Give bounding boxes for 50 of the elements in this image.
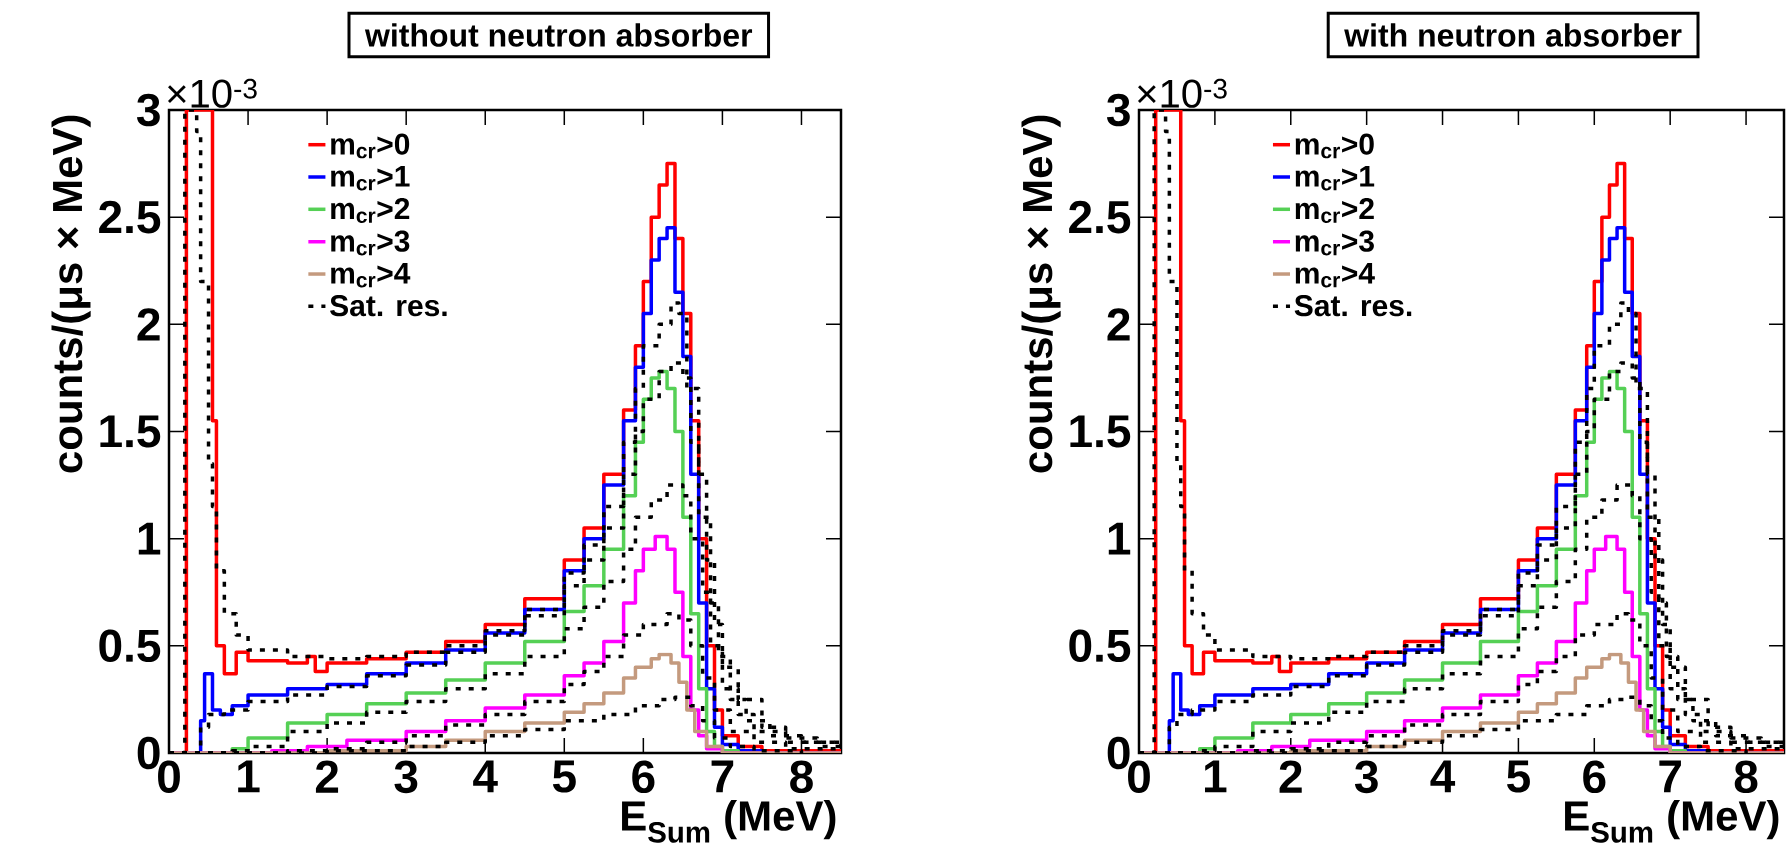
chart-title: with neutron absorber xyxy=(1344,23,1682,47)
y-axis-title: counts/(μs × MeV) xyxy=(51,115,91,473)
x-tick-label: 4 xyxy=(1430,760,1456,793)
x-tick-label: 1 xyxy=(1205,760,1227,793)
x-tick-label: 2 xyxy=(1279,760,1302,793)
legend-label: m$_{cr}$>0 xyxy=(331,133,410,159)
x-tick-label: 2 xyxy=(315,760,339,793)
x-tick-label: 5 xyxy=(552,760,576,793)
legend-label: m$_{cr}$>2 xyxy=(1295,198,1374,223)
legend-label: m$_{cr}$>4 xyxy=(1295,262,1375,288)
x-tick-label: 7 xyxy=(1659,760,1681,793)
y-tick-label: 0.5 xyxy=(1069,629,1131,663)
y-tick-label: 1.5 xyxy=(100,415,161,448)
legend-label: m$_{cr}$>2 xyxy=(331,198,410,223)
chart-title: without neutron absorber xyxy=(364,23,753,47)
x-tick-label: 6 xyxy=(632,760,655,794)
y-tick-label: 2 xyxy=(137,308,160,341)
y-axis-title: counts/(μs × MeV) xyxy=(1021,115,1061,473)
y-tick-label: 3 xyxy=(136,93,160,127)
x-tick-label: 7 xyxy=(711,760,734,793)
y-tick-label: 0 xyxy=(137,736,160,770)
legend-label: Sat. res. xyxy=(1294,295,1412,317)
legend-label: Sat. res. xyxy=(330,295,447,317)
x-tick-label: 5 xyxy=(1507,760,1530,793)
y-tick-label: 1 xyxy=(1108,522,1131,555)
x-axis-title: E$_{Sum}$ (MeV) xyxy=(622,800,836,843)
y-tick-label: 2.5 xyxy=(99,200,161,234)
y-tick-label: 2.5 xyxy=(1069,200,1131,234)
x-tick-label: 3 xyxy=(394,760,418,794)
x-tick-label: 1 xyxy=(238,760,260,793)
text: ×10$^{-3}$ xyxy=(1137,78,1227,108)
legend-label: m$_{cr}$>1 xyxy=(1295,165,1375,191)
x-tick-label: 8 xyxy=(790,760,813,794)
x-tick-label: 8 xyxy=(1734,760,1758,794)
y-tick-label: 0.5 xyxy=(99,629,161,663)
y-tick-label: 3 xyxy=(1106,93,1130,127)
y-tick-label: 0 xyxy=(1107,736,1130,770)
legend-label: m$_{cr}$>1 xyxy=(331,165,410,191)
x-tick-label: 3 xyxy=(1354,760,1378,794)
x-tick-label: 6 xyxy=(1583,760,1606,794)
x-axis-title: E$_{Sum}$ (MeV) xyxy=(1565,800,1779,843)
legend-label: m$_{cr}$>4 xyxy=(331,262,411,288)
text: ×10$^{-3}$ xyxy=(167,78,257,108)
legend-label: m$_{cr}$>3 xyxy=(331,230,410,256)
y-tick-label: 1.5 xyxy=(1070,415,1131,448)
y-tick-label: 1 xyxy=(138,522,161,555)
x-tick-label: 4 xyxy=(473,760,498,793)
y-tick-label: 2 xyxy=(1107,308,1130,341)
legend-label: m$_{cr}$>0 xyxy=(1295,133,1374,159)
legend-label: m$_{cr}$>3 xyxy=(1295,230,1374,256)
